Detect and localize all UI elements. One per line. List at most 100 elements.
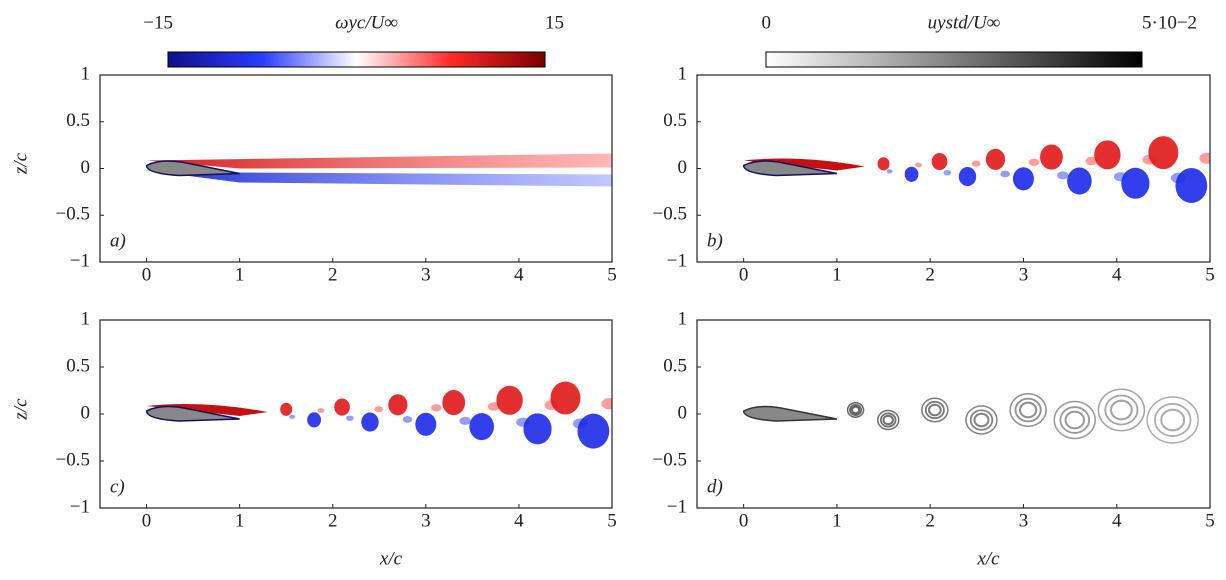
colorbar (167, 51, 546, 68)
vortex (1094, 140, 1121, 170)
y-tick-label: 0 (678, 402, 688, 423)
airfoil (145, 160, 240, 177)
panel-label: c) (110, 476, 125, 497)
colorbar-label: uystd/U∞ (928, 12, 1001, 33)
x-tick-label: 3 (421, 264, 431, 285)
panel-label: b) (707, 230, 723, 251)
swirl (1153, 403, 1192, 437)
colorbar-tick-label: 15 (545, 12, 564, 33)
vortex (931, 153, 948, 171)
x-tick-label: 0 (739, 264, 749, 285)
field (145, 153, 612, 187)
swirl (1146, 396, 1199, 444)
vortex (496, 385, 523, 415)
vortex (388, 394, 408, 416)
x-tick-label: 3 (421, 510, 431, 531)
colorbar-tick-label: 5·10−2 (1142, 12, 1197, 33)
colorbar-tick-label: 0 (762, 12, 772, 33)
vortex (431, 404, 442, 412)
swirl (1009, 393, 1047, 427)
swirl (965, 405, 998, 435)
y-tick-label: −1 (667, 496, 687, 517)
y-tick-label: 0.5 (663, 110, 687, 131)
x-tick-label: 3 (1019, 510, 1029, 531)
vortex (886, 169, 893, 174)
vortex (280, 402, 293, 416)
colorbar (765, 51, 1143, 68)
x-tick-label: 2 (328, 510, 338, 531)
vortex (1067, 167, 1092, 195)
y-tick-label: 0 (81, 157, 91, 178)
y-tick-label: 0.5 (66, 355, 90, 376)
vortex (971, 160, 981, 167)
vortex (1012, 167, 1034, 191)
vortex (1175, 168, 1208, 204)
swirl (973, 412, 990, 428)
x-axis-label: x/c (976, 548, 1000, 569)
vortex (601, 398, 612, 410)
y-tick-label: −0.5 (56, 449, 90, 470)
x-tick-label: 1 (832, 510, 842, 531)
vortex (415, 412, 437, 436)
vortex (1040, 144, 1063, 170)
vortex (914, 162, 922, 168)
vortex (1199, 152, 1210, 164)
y-tick-label: 1 (678, 63, 688, 84)
swirl (1014, 397, 1042, 423)
swirl (879, 412, 897, 428)
shear-layer (146, 153, 612, 169)
swirl (1064, 410, 1086, 430)
swirl (849, 404, 863, 416)
x-tick-label: 2 (925, 264, 935, 285)
colorbar-tick-label: −15 (143, 12, 173, 33)
y-tick-label: 0.5 (663, 355, 687, 376)
vortex (985, 148, 1006, 170)
vortex (361, 412, 379, 432)
vortex (334, 398, 350, 416)
field (145, 381, 612, 449)
vortex (1148, 136, 1179, 170)
x-tick-label: 5 (607, 510, 617, 531)
y-tick-label: −1 (70, 496, 90, 517)
vortex (1000, 170, 1010, 178)
shear-layer (146, 170, 612, 187)
x-tick-label: 4 (514, 264, 524, 285)
vortex (402, 416, 413, 423)
x-tick-label: 2 (328, 264, 338, 285)
y-tick-label: 0 (678, 157, 688, 178)
vortex (577, 413, 610, 449)
vortex (1028, 158, 1040, 167)
vortex (374, 406, 384, 413)
x-tick-label: 0 (739, 510, 749, 531)
x-tick-label: 4 (1112, 264, 1122, 285)
vortex (459, 416, 471, 425)
airfoil (742, 160, 838, 177)
vortex (550, 381, 581, 415)
y-tick-label: 1 (678, 308, 688, 329)
vortex (345, 415, 354, 421)
y-axis-label: z/c (10, 398, 31, 421)
field (742, 136, 1210, 204)
vortex (1121, 167, 1150, 199)
vortex (877, 157, 890, 171)
vortex (1057, 171, 1069, 180)
airfoil (742, 405, 838, 422)
vortex (523, 413, 552, 445)
x-tick-label: 2 (925, 510, 935, 531)
vortex (442, 389, 466, 416)
swirl (927, 403, 942, 417)
y-tick-label: −1 (667, 250, 687, 271)
panel-label: a) (110, 230, 126, 251)
x-tick-label: 1 (832, 264, 842, 285)
swirl (876, 409, 900, 431)
swirl (1018, 401, 1038, 419)
airfoil (145, 405, 240, 422)
x-tick-label: 5 (1205, 264, 1215, 285)
y-tick-label: −0.5 (56, 204, 90, 225)
swirl (1059, 406, 1091, 434)
y-tick-label: 1 (81, 63, 91, 84)
field (742, 388, 1199, 444)
swirl (921, 397, 949, 423)
vortex (289, 414, 296, 419)
